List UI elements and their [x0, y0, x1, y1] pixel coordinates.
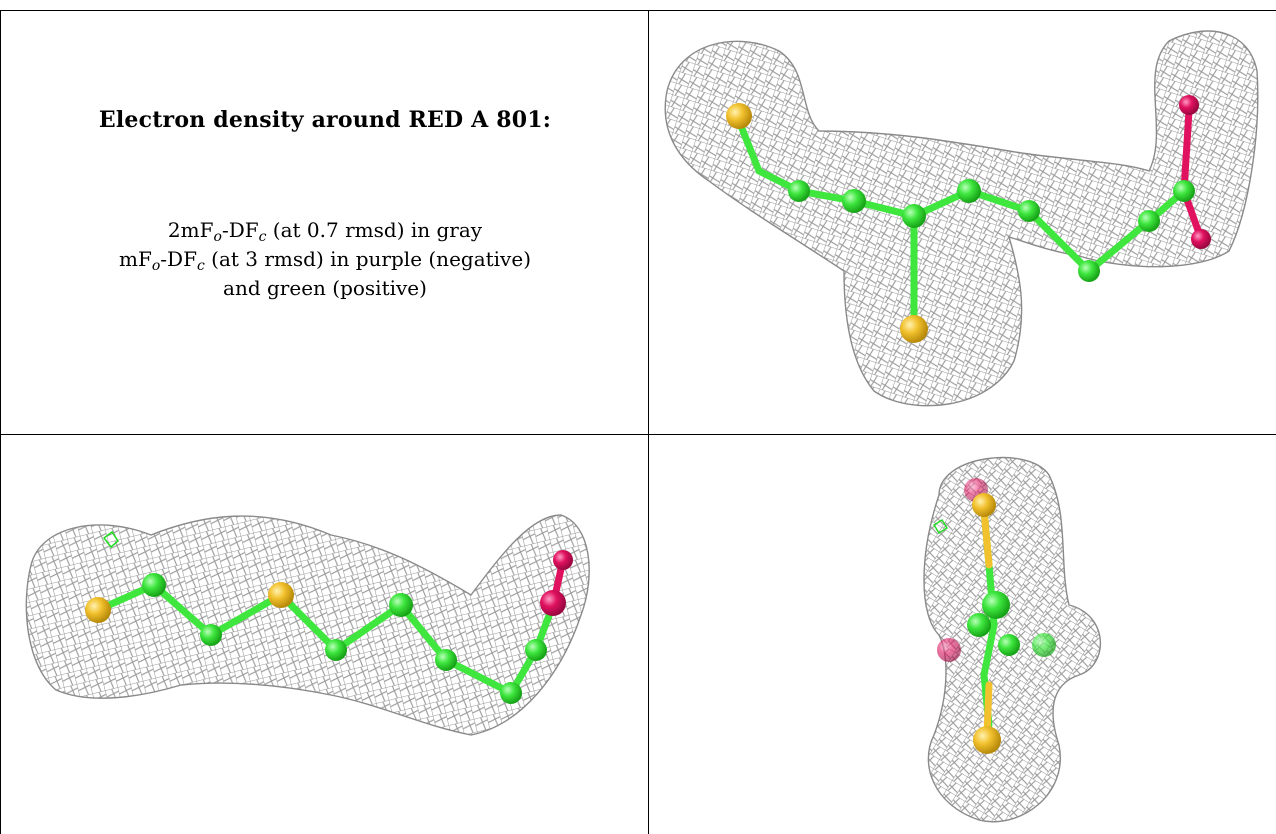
density-view-top-right — [649, 11, 1276, 434]
legend-line-fo-fc: mFo-DFc (at 3 rmsd) in purple (negative) — [119, 247, 531, 274]
ligand-atoms — [937, 478, 1056, 754]
table-divider-vertical — [648, 10, 649, 834]
table-divider-horizontal — [0, 434, 1276, 435]
figure-title: Electron density around RED A 801: — [98, 107, 552, 133]
density-mesh — [664, 30, 1259, 407]
positive-density-blob — [932, 518, 949, 535]
ligand-atoms — [85, 550, 573, 704]
figure-legend: 2mFo-DFc (at 0.7 rmsd) in gray mFo-DFc (… — [1, 216, 648, 303]
table-border-top — [0, 10, 1276, 11]
legend-line-colors: and green (positive) — [223, 276, 427, 300]
caption-cell: Electron density around RED A 801: 2mFo-… — [1, 11, 648, 434]
density-view-bottom-right — [649, 435, 1276, 834]
density-view-bottom-left — [1, 435, 648, 834]
legend-line-2fo-fc: 2mFo-DFc (at 0.7 rmsd) in gray — [167, 218, 483, 245]
positive-density-blob — [102, 530, 119, 549]
table-border-left — [0, 10, 1, 834]
density-mesh-view-2 — [25, 514, 590, 736]
density-mesh-view-3 — [923, 456, 1101, 823]
density-mesh-view-1 — [664, 30, 1259, 407]
ligand-atoms — [726, 95, 1211, 343]
